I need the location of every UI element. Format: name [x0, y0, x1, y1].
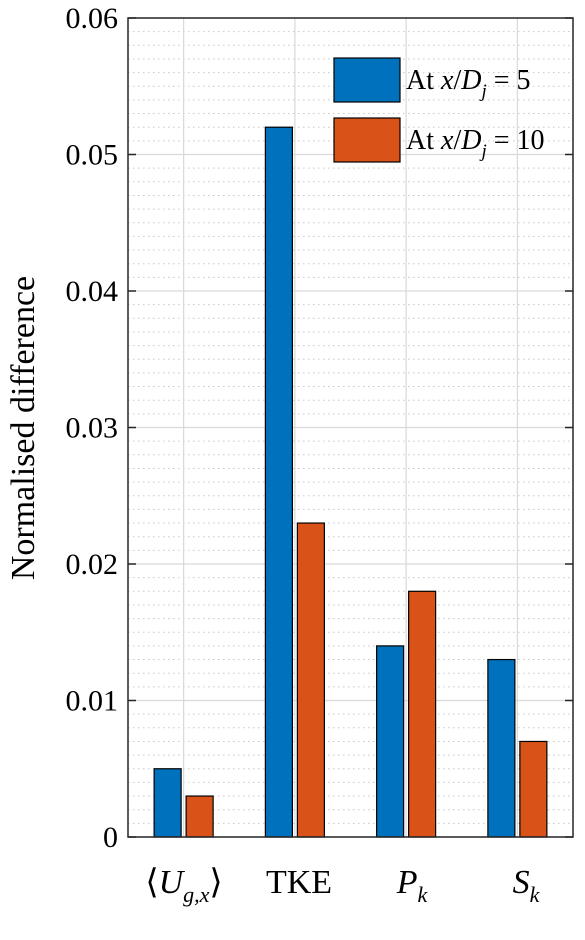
bar-series-1-cat-3: [376, 645, 405, 838]
y-tick-label: 0.03: [66, 412, 119, 445]
legend-label-series-2: At x/Dj = 10: [406, 125, 545, 162]
bar-series-2-cat-3: [408, 590, 437, 838]
category-label-pk: Pk: [396, 864, 429, 907]
y-tick-label: 0.01: [66, 685, 119, 718]
category-label-sk: Sk: [513, 864, 541, 907]
bars: [153, 126, 548, 838]
grid-lines: [128, 17, 573, 838]
y-tick-label: 0.04: [66, 275, 119, 308]
legend: At x/Dj = 5 At x/Dj = 10: [333, 57, 545, 163]
y-tick-label: 0.05: [66, 139, 119, 172]
bar-series-1-cat-4: [487, 658, 516, 838]
category-label-ug: ⟨Ug,x⟩: [145, 864, 222, 907]
bar-series-1-cat-1: [153, 768, 182, 838]
bar-series-2-cat-1: [185, 795, 214, 838]
y-axis-ticks: 0 0.01 0.02 0.03 0.04 0.05 0.06: [66, 2, 573, 854]
bar-series-2-cat-2: [296, 522, 325, 838]
legend-label-series-1: At x/Dj = 5: [406, 65, 531, 102]
category-label-tke: TKE: [266, 864, 332, 901]
bar-series-1-cat-2: [264, 126, 293, 838]
bar-series-2-cat-4: [519, 740, 548, 838]
legend-swatch-series-1: [333, 57, 401, 103]
y-axis-title: Normalised difference: [5, 276, 42, 580]
legend-swatch-series-2: [333, 117, 401, 163]
y-tick-label: 0.02: [66, 548, 119, 581]
y-tick-label: 0: [103, 821, 118, 854]
y-tick-label: 0.06: [66, 2, 119, 35]
